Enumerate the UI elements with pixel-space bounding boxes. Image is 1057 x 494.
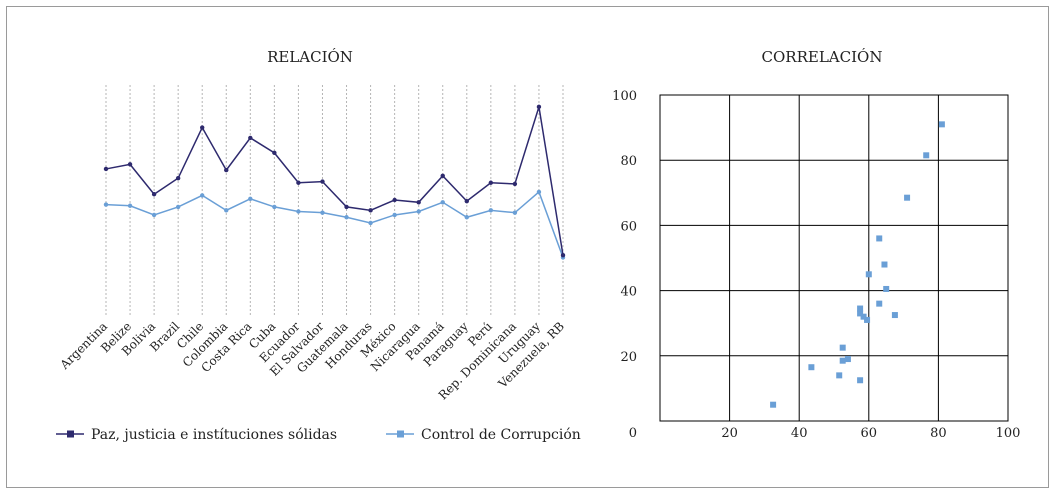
scatter-point (857, 310, 864, 317)
scatter-point (864, 316, 871, 323)
x-tick-label: 80 (930, 426, 947, 441)
series-line (105, 190, 564, 258)
series-point (344, 204, 349, 210)
scatter-point (883, 285, 890, 292)
series-point (536, 189, 542, 195)
scatter-point (844, 356, 851, 363)
scatter-point (865, 271, 872, 278)
scatter-chart-title: CORRELACIÓN (762, 48, 883, 66)
series-point (224, 208, 229, 213)
x-tick-label: 20 (721, 426, 738, 441)
scatter-point (923, 152, 930, 159)
series-point (200, 193, 205, 198)
series-point (151, 212, 157, 218)
series-point (464, 198, 469, 204)
y-tick-label: 80 (620, 154, 637, 169)
scatter-point (904, 194, 911, 201)
scatter-point (770, 401, 777, 408)
series-point (320, 179, 325, 184)
series-point (175, 204, 181, 210)
scatter-point (839, 344, 846, 351)
series-point (416, 209, 421, 214)
y-tick-label: 60 (620, 219, 637, 234)
legend-label: Paz, justicia e instítuciones sólidas (91, 427, 337, 443)
y-tick-label: 40 (620, 285, 637, 300)
series-point (224, 167, 229, 173)
legend-swatch-marker (397, 430, 404, 438)
series-point (175, 175, 181, 181)
series-point (536, 104, 542, 110)
scatter-plot-area (659, 94, 1009, 422)
scatter-point (938, 121, 945, 128)
series-point (248, 135, 253, 141)
series-point (416, 200, 421, 205)
scatter-point (860, 313, 867, 320)
x-tick-label: 40 (791, 426, 808, 441)
series-point (272, 204, 277, 210)
x-tick-label: 100 (996, 426, 1021, 441)
scatter-point (876, 300, 883, 307)
series-point (512, 181, 518, 187)
series-point (103, 166, 109, 172)
series-point (151, 192, 157, 197)
y-tick-label: 20 (620, 350, 637, 365)
scatter-point (857, 305, 864, 312)
series-point (296, 180, 301, 185)
series-point (368, 208, 373, 213)
series-point (440, 173, 445, 179)
scatter-point (836, 372, 843, 379)
scatter-point (876, 235, 883, 242)
series-point (248, 196, 253, 202)
series-point (512, 210, 518, 215)
series-point (488, 180, 494, 185)
scatter-point (891, 312, 898, 319)
series-point (127, 203, 133, 208)
legend-swatch-marker (67, 430, 74, 438)
series-point (464, 215, 469, 220)
series-point (320, 210, 325, 215)
series-point (440, 200, 445, 205)
scatter-point (839, 357, 846, 364)
series-point (296, 209, 301, 214)
series-point (200, 125, 205, 130)
series-point (103, 202, 109, 207)
series-point (344, 215, 349, 220)
legend-label: Control de Corrupción (421, 427, 581, 443)
series-point (368, 220, 373, 226)
chart-frame (6, 6, 1049, 488)
scatter-point (857, 377, 864, 384)
series-point (560, 253, 566, 258)
y-tick-label: 100 (612, 89, 637, 104)
series-line (105, 106, 564, 256)
series-point (392, 197, 397, 203)
series-point (272, 150, 277, 156)
series-point (488, 208, 494, 213)
series-point (392, 212, 397, 218)
x-tick-label: 60 (861, 426, 878, 441)
scatter-point (881, 261, 888, 268)
y-tick-label: 0 (629, 426, 637, 441)
scatter-point (808, 364, 815, 371)
series-point (127, 162, 133, 167)
line-chart-title: RELACIÓN (267, 48, 353, 66)
